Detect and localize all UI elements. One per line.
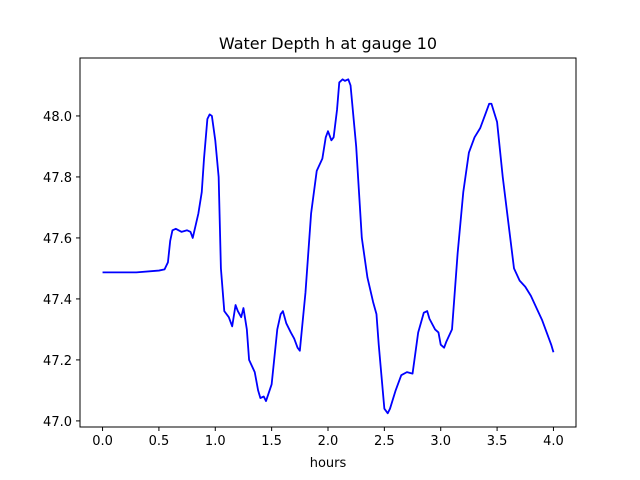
x-tick-label: 3.5 — [487, 434, 508, 449]
y-tick-label: 47.0 — [43, 415, 72, 430]
axes: 0.0 0.5 1.0 1.5 2.0 2.5 3.0 3.5 4.0 47.0 47.2 47.4 4… — [43, 57, 577, 449]
x-tick-label: 0.5 — [149, 434, 170, 449]
x-tick-label: 1.0 — [205, 434, 226, 449]
x-tick-label: 0.0 — [92, 434, 113, 449]
x-axis-label: hours — [310, 456, 347, 471]
x-tick-label: 2.0 — [318, 434, 339, 449]
x-tick-label: 4.0 — [543, 434, 564, 449]
y-tick-label: 47.6 — [43, 232, 72, 247]
y-tick-label: 47.8 — [43, 171, 72, 186]
series-line-1 — [102, 78, 555, 415]
chart-title: Water Depth h at gauge 10 — [219, 34, 437, 53]
plot-area — [102, 78, 555, 415]
y-tick-label: 47.2 — [43, 354, 72, 369]
y-tick-label: 48.0 — [43, 110, 72, 125]
x-tick-label: 1.5 — [261, 434, 282, 449]
x-tick-label: 3.0 — [430, 434, 451, 449]
y-tick-label: 47.4 — [43, 293, 72, 308]
x-tick-label: 2.5 — [374, 434, 395, 449]
